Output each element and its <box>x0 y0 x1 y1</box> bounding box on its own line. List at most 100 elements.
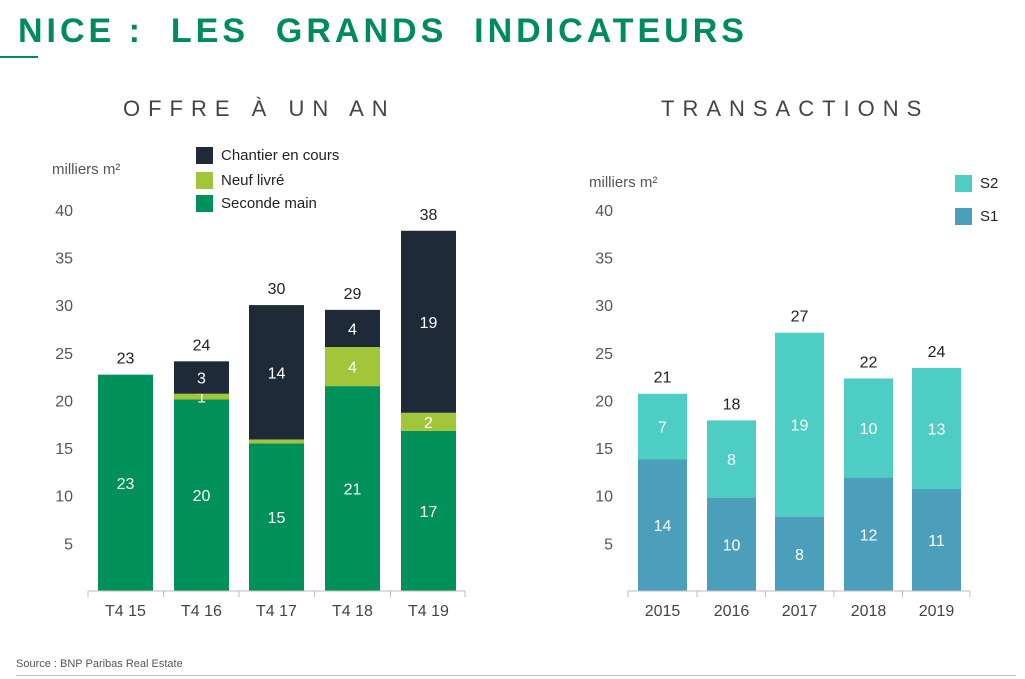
offre-data-label: 14 <box>268 365 286 382</box>
legend-swatch-neuf <box>196 172 213 189</box>
transactions-bar-s2 <box>844 378 893 478</box>
offre-data-label: 17 <box>420 504 438 521</box>
offre-ytick-label: 35 <box>55 250 73 267</box>
legend-s1: S1 <box>955 208 998 225</box>
legend-neuf: Neuf livré <box>196 172 284 189</box>
offre-data-label: 2 <box>424 415 433 432</box>
legend-chantier: Chantier en cours <box>196 147 339 164</box>
legend-label-neuf: Neuf livré <box>221 172 285 189</box>
legend-seconde: Seconde main <box>196 195 317 212</box>
legend-label-chantier: Chantier en cours <box>221 147 340 164</box>
transactions-data-label: 8 <box>727 452 736 469</box>
transactions-total-label: 24 <box>928 344 946 361</box>
offre-ytick-label: 10 <box>55 489 73 506</box>
transactions-total-label: 22 <box>860 354 878 371</box>
transactions-xtick-label: 2015 <box>645 603 681 620</box>
offre-xtick-label: T4 19 <box>408 603 449 620</box>
offre-bar-seconde-main <box>98 374 153 591</box>
offre-bar-chantier-en-cours <box>401 230 456 413</box>
offre-bar-chantier-en-cours <box>249 305 304 440</box>
offre-ytick-label: 5 <box>64 536 73 553</box>
offre-ytick-label: 40 <box>55 203 73 220</box>
transactions-xtick-label: 2019 <box>919 603 955 620</box>
offre-ytick-label: 30 <box>55 298 73 315</box>
transactions-bar-s1 <box>912 489 961 591</box>
offre-bar-neuf-livr- <box>249 439 304 444</box>
title-underline <box>0 56 38 58</box>
legend-label-s1: S1 <box>980 208 999 225</box>
offre-data-label: 20 <box>193 488 211 505</box>
transactions-data-label: 19 <box>791 418 809 435</box>
offre-data-label: 4 <box>348 321 357 338</box>
offre-data-label: 15 <box>268 510 286 527</box>
transactions-data-label: 12 <box>860 527 878 544</box>
transactions-unit-label: milliers m² <box>589 174 658 191</box>
transactions-ytick-label: 10 <box>595 489 613 506</box>
transactions-bar-s2 <box>912 367 961 490</box>
offre-data-label: 21 <box>344 482 362 499</box>
offre-bar-neuf-livr- <box>174 393 229 400</box>
offre-data-label: 4 <box>348 360 357 377</box>
legend-label-s2: S2 <box>980 175 999 192</box>
source-note: Source : BNP Paribas Real Estate <box>16 658 183 670</box>
offre-unit-label: milliers m² <box>52 161 121 178</box>
transactions-data-label: 8 <box>795 547 804 564</box>
transactions-data-label: 10 <box>860 421 878 438</box>
offre-data-label: 3 <box>197 371 206 388</box>
offre-bar-chantier-en-cours <box>174 361 229 394</box>
transactions-ytick-label: 35 <box>595 250 613 267</box>
offre-xtick-label: T4 15 <box>105 603 146 620</box>
offre-bar-seconde-main <box>174 399 229 591</box>
transactions-data-label: 7 <box>658 420 667 437</box>
transactions-bar-s2 <box>775 332 824 517</box>
transactions-ytick-label: 40 <box>595 203 613 220</box>
footer-rule <box>16 675 1016 676</box>
offre-total-label: 24 <box>193 337 211 354</box>
transactions-bar-s2 <box>707 420 756 498</box>
offre-data-label: 23 <box>117 476 135 493</box>
offre-bar-seconde-main <box>249 443 304 591</box>
transactions-ytick-label: 25 <box>595 346 613 363</box>
transactions-ytick-label: 20 <box>595 393 613 410</box>
transactions-xtick-label: 2017 <box>782 603 818 620</box>
page-title: NICE : LES GRANDS INDICATEURS <box>18 12 748 50</box>
transactions-xtick-label: 2016 <box>714 603 750 620</box>
offre-total-label: 23 <box>117 351 135 368</box>
transactions-data-label: 14 <box>654 518 672 535</box>
transactions-data-label: 10 <box>723 537 741 554</box>
offre-total-label: 38 <box>420 207 438 224</box>
transactions-total-label: 27 <box>791 309 809 326</box>
offre-bar-seconde-main <box>401 430 456 591</box>
offre-ytick-label: 25 <box>55 346 73 363</box>
transactions-bar-s2 <box>638 393 687 460</box>
legend-swatch-s2 <box>955 175 972 192</box>
legend-label-seconde: Seconde main <box>221 195 317 212</box>
transactions-data-label: 11 <box>928 533 945 550</box>
legend-s2: S2 <box>955 175 998 192</box>
transactions-bar-s1 <box>638 459 687 591</box>
offre-ytick-label: 15 <box>55 441 73 458</box>
transactions-total-label: 21 <box>654 370 672 387</box>
offre-ytick-label: 20 <box>55 393 73 410</box>
transactions-data-label: 13 <box>928 422 946 439</box>
transactions-bar-s1 <box>844 477 893 591</box>
offre-chart-title: OFFRE À UN AN <box>123 96 396 121</box>
offre-total-label: 29 <box>344 286 362 303</box>
offre-xtick-label: T4 17 <box>256 603 297 620</box>
offre-xtick-label: T4 18 <box>332 603 373 620</box>
offre-xtick-label: T4 16 <box>181 603 222 620</box>
transactions-xtick-label: 2018 <box>851 603 887 620</box>
transactions-ytick-label: 15 <box>595 441 613 458</box>
legend-swatch-seconde <box>196 195 213 212</box>
legend-swatch-chantier <box>196 147 213 164</box>
transactions-total-label: 18 <box>723 396 741 413</box>
transactions-ytick-label: 30 <box>595 298 613 315</box>
transactions-bar-s1 <box>775 516 824 591</box>
transactions-ytick-label: 5 <box>604 536 613 553</box>
legend-swatch-s1 <box>955 208 972 225</box>
offre-bar-chantier-en-cours <box>325 309 380 348</box>
offre-total-label: 30 <box>268 281 286 298</box>
offre-data-label: 1 <box>197 390 206 407</box>
